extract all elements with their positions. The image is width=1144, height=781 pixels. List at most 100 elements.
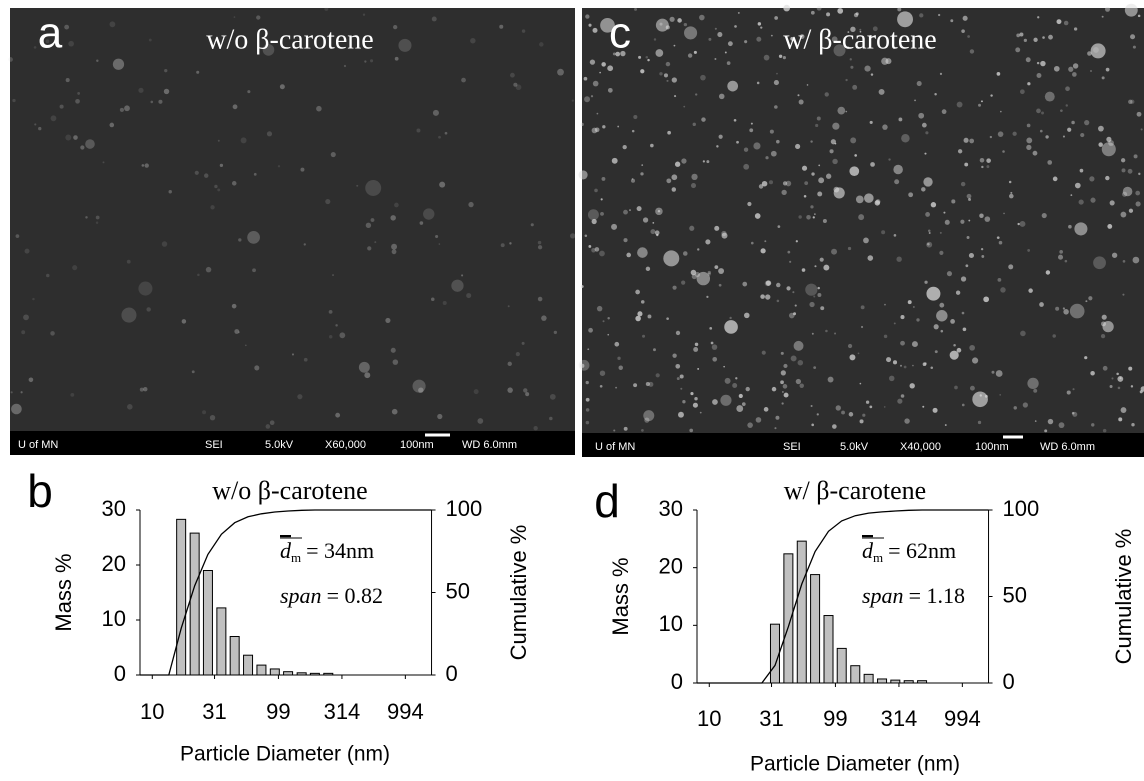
particle <box>1068 224 1072 229</box>
particle <box>644 417 650 423</box>
particle <box>692 122 696 127</box>
particle <box>736 140 739 144</box>
panel-letter: c <box>609 9 631 58</box>
particle <box>850 65 854 69</box>
particle <box>1017 222 1020 226</box>
particle <box>968 252 974 259</box>
particle <box>697 248 700 251</box>
particle <box>442 300 447 306</box>
particle <box>629 209 631 212</box>
particle <box>599 384 603 388</box>
particle <box>1068 66 1074 72</box>
particle <box>914 99 916 102</box>
particle <box>806 214 811 220</box>
particle <box>1121 168 1126 173</box>
particle <box>814 213 816 216</box>
particle <box>1124 3 1138 17</box>
particle <box>539 42 544 47</box>
particle <box>584 234 588 237</box>
particle <box>979 157 985 163</box>
particle <box>678 411 684 418</box>
particle <box>585 420 590 425</box>
particle <box>776 282 781 288</box>
particle <box>750 241 754 245</box>
particle <box>769 129 774 134</box>
particle <box>1063 309 1069 315</box>
y-tick-label: 10 <box>659 611 683 636</box>
particle <box>1063 20 1069 26</box>
bar <box>917 680 928 684</box>
particle <box>112 58 125 70</box>
particle <box>1032 150 1038 156</box>
particle <box>607 317 610 320</box>
bar <box>323 672 334 676</box>
particle <box>163 88 170 95</box>
particle <box>138 281 153 296</box>
particle <box>1130 385 1134 388</box>
particle <box>830 139 836 145</box>
particle <box>1127 168 1133 174</box>
particle <box>102 161 105 164</box>
particle <box>370 218 375 222</box>
particle <box>1062 307 1066 310</box>
particle <box>12 98 16 103</box>
particle <box>655 18 669 32</box>
particle <box>431 16 437 22</box>
particle <box>8 57 13 62</box>
particle <box>596 112 599 115</box>
particle <box>783 4 790 12</box>
particle <box>795 378 802 385</box>
particle <box>252 268 256 273</box>
particle <box>537 240 542 245</box>
particle <box>680 387 683 390</box>
particle <box>833 44 846 57</box>
particle <box>70 393 75 397</box>
particle <box>80 145 85 150</box>
particle <box>1028 288 1033 293</box>
particle <box>741 402 746 406</box>
particle <box>768 180 774 185</box>
particle <box>760 294 765 299</box>
particle <box>981 165 984 169</box>
particle <box>960 181 966 187</box>
particle <box>633 115 638 120</box>
particle <box>781 402 784 405</box>
particle <box>989 135 993 139</box>
y-tick-label: 20 <box>659 553 683 578</box>
particle <box>862 413 866 417</box>
particle <box>859 382 862 385</box>
particle <box>925 212 930 217</box>
particle <box>1045 270 1051 275</box>
particle <box>669 16 675 22</box>
particle <box>277 165 281 168</box>
particle <box>158 99 163 104</box>
particle <box>833 186 840 193</box>
particle <box>963 137 969 143</box>
particle <box>720 394 732 406</box>
particle <box>1036 61 1040 65</box>
particle <box>953 343 956 347</box>
particle <box>697 367 700 370</box>
particle <box>139 387 144 392</box>
particle <box>602 320 605 323</box>
particle <box>247 90 251 94</box>
particle <box>655 207 663 216</box>
particle <box>217 139 220 142</box>
particle <box>977 420 982 425</box>
sem-info: 5.0kV <box>265 439 294 451</box>
sem-image <box>10 8 575 455</box>
particle <box>650 229 656 235</box>
particle <box>710 341 714 345</box>
particle <box>638 55 642 59</box>
particle <box>1064 259 1068 263</box>
particle <box>642 217 649 223</box>
particle <box>587 209 599 221</box>
particle <box>143 387 148 392</box>
panel-label: w/ β-carotene <box>783 24 936 55</box>
particle <box>849 58 852 61</box>
particle <box>857 352 860 355</box>
particle <box>709 326 713 330</box>
particle <box>816 413 819 416</box>
particle <box>900 340 905 346</box>
particle <box>34 123 37 126</box>
